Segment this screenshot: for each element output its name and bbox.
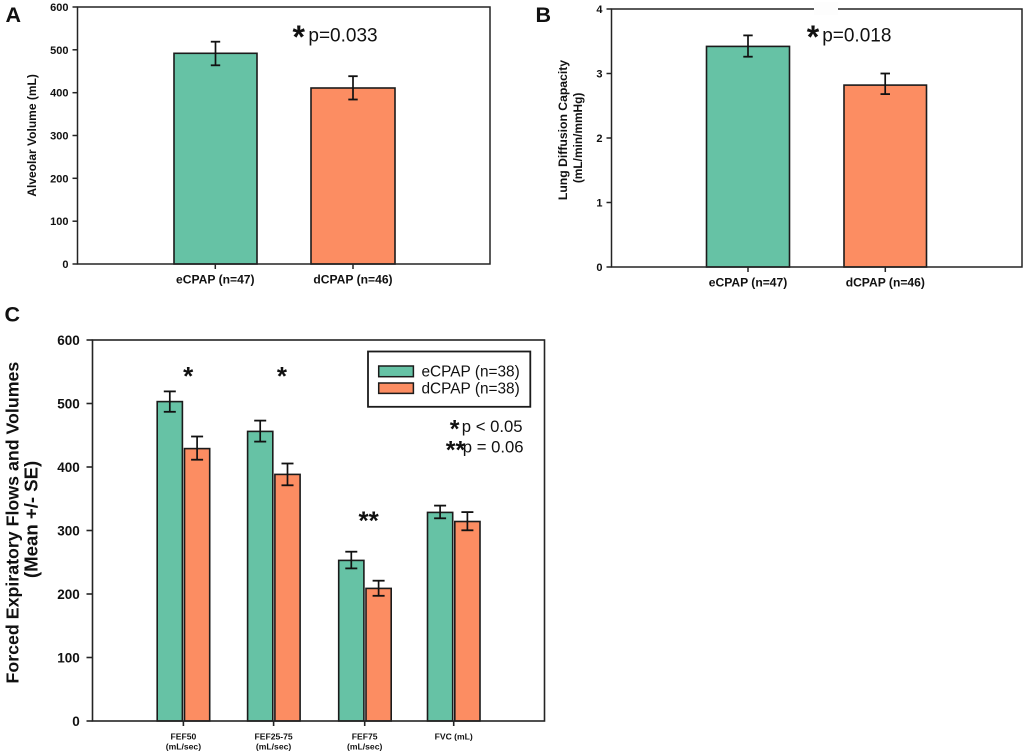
svg-text:*: * — [183, 361, 194, 391]
svg-text:(Mean +/- SE): (Mean +/- SE) — [21, 461, 42, 578]
svg-text:300: 300 — [57, 523, 80, 538]
svg-text:FEF50: FEF50 — [171, 731, 197, 741]
svg-text:0: 0 — [62, 259, 68, 271]
svg-text:eCPAP (n=47): eCPAP (n=47) — [709, 276, 788, 290]
svg-text:Alveolar Volume (mL): Alveolar Volume (mL) — [25, 74, 39, 196]
svg-text:C: C — [5, 303, 21, 327]
svg-text:p = 0.06: p = 0.06 — [463, 437, 524, 456]
svg-text:100: 100 — [50, 216, 68, 228]
svg-text:Forced Expiratory Flows and Vo: Forced Expiratory Flows and Volumes — [2, 362, 22, 684]
svg-text:**: ** — [358, 505, 379, 535]
svg-text:400: 400 — [57, 460, 80, 475]
svg-text:500: 500 — [50, 45, 68, 57]
svg-text:p=0.033: p=0.033 — [308, 26, 377, 47]
svg-text:(mL/sec): (mL/sec) — [347, 742, 382, 752]
svg-text:dCPAP (n=46): dCPAP (n=46) — [846, 276, 925, 290]
svg-text:600: 600 — [50, 2, 68, 14]
svg-text:FEF75: FEF75 — [352, 731, 378, 741]
svg-text:Lung Diffusion Capacity: Lung Diffusion Capacity — [556, 60, 570, 200]
svg-text:p < 0.05: p < 0.05 — [462, 417, 523, 436]
svg-text:(mL/sec): (mL/sec) — [256, 742, 291, 752]
svg-text:200: 200 — [50, 173, 68, 185]
svg-text:p=0.018: p=0.018 — [822, 26, 891, 47]
svg-text:**: ** — [446, 436, 466, 464]
svg-text:eCPAP (n=38): eCPAP (n=38) — [422, 363, 520, 380]
svg-text:200: 200 — [57, 587, 80, 602]
svg-text:400: 400 — [50, 88, 68, 100]
svg-text:*: * — [293, 19, 306, 55]
svg-text:3: 3 — [596, 69, 602, 81]
svg-text:0: 0 — [72, 714, 80, 729]
svg-text:eCPAP (n=47): eCPAP (n=47) — [176, 273, 255, 287]
svg-text:(mL/min/mmHg): (mL/min/mmHg) — [571, 93, 585, 184]
svg-text:300: 300 — [50, 131, 68, 143]
svg-text:dCPAP (n=46): dCPAP (n=46) — [313, 273, 392, 287]
svg-text:*: * — [807, 19, 820, 55]
svg-text:0: 0 — [596, 262, 602, 274]
svg-text:*: * — [277, 361, 288, 391]
svg-text:B: B — [536, 3, 552, 27]
svg-text:dCPAP (n=38): dCPAP (n=38) — [422, 380, 520, 397]
svg-text:600: 600 — [57, 333, 80, 348]
svg-text:500: 500 — [57, 396, 80, 411]
svg-text:4: 4 — [596, 4, 603, 16]
svg-text:(mL/sec): (mL/sec) — [166, 742, 201, 752]
svg-text:A: A — [6, 3, 22, 27]
svg-text:FEF25-75: FEF25-75 — [254, 731, 292, 741]
svg-text:*: * — [450, 415, 460, 443]
svg-text:100: 100 — [57, 650, 80, 665]
svg-text:FVC (mL): FVC (mL) — [435, 731, 473, 741]
svg-text:1: 1 — [596, 198, 602, 210]
svg-text:2: 2 — [596, 133, 602, 145]
